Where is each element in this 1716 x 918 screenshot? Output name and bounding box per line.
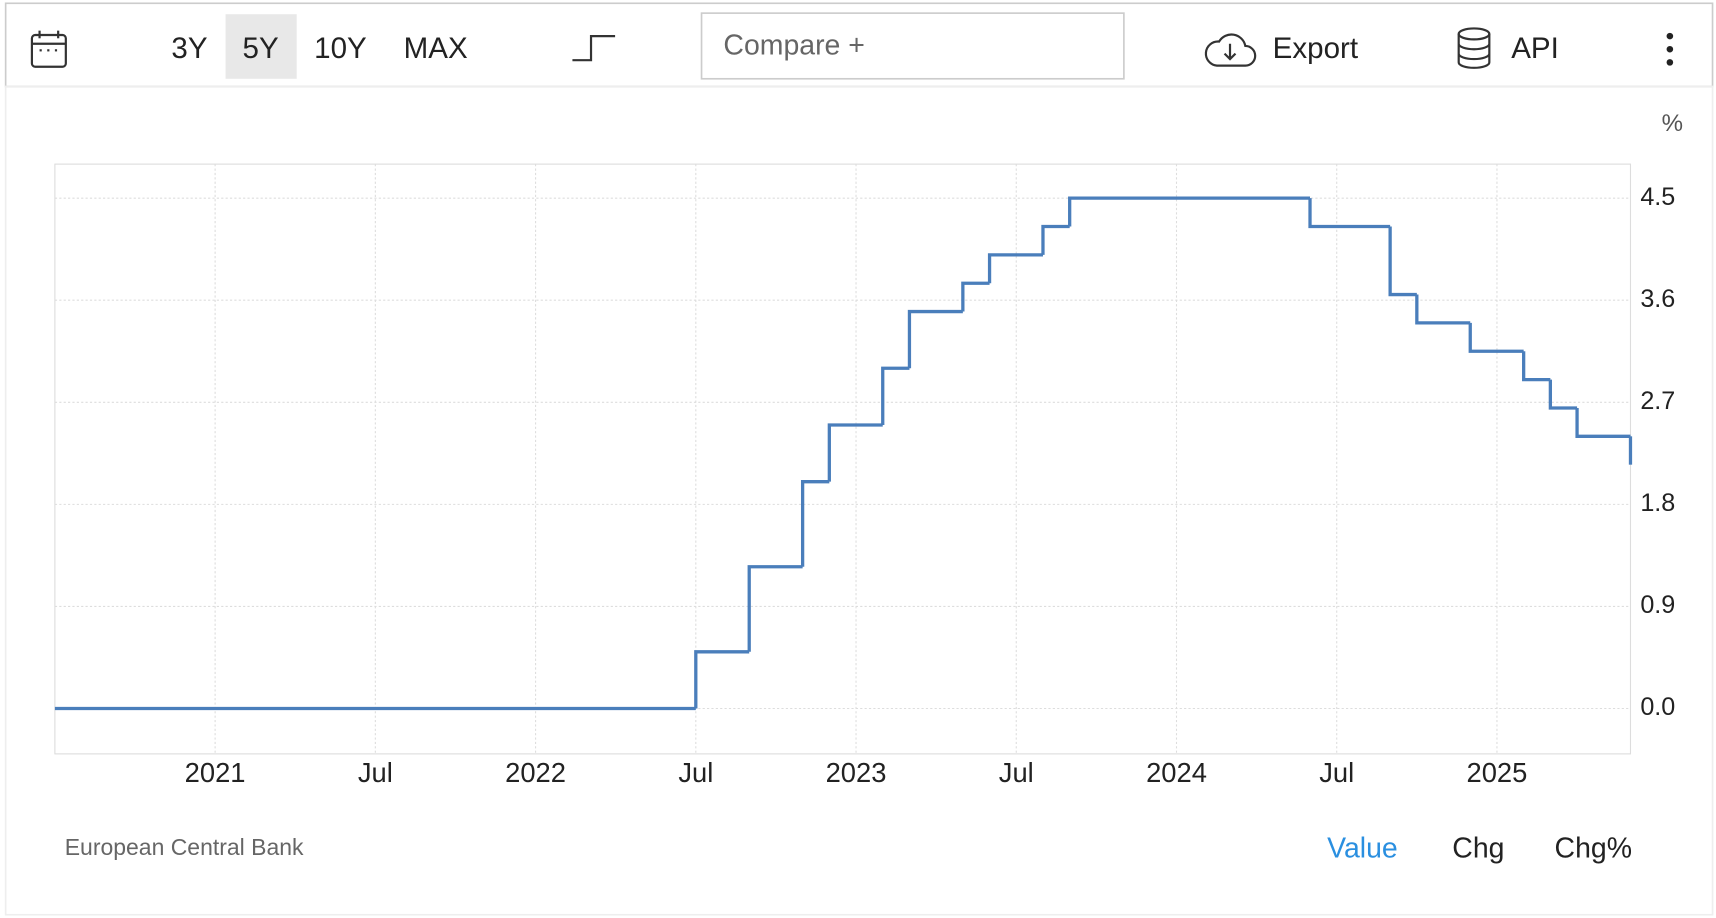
- calendar-icon[interactable]: [30, 30, 67, 68]
- step-segment: [987, 253, 1043, 284]
- step-segment: [747, 565, 803, 652]
- step-segment: [1041, 224, 1070, 255]
- step-segment: [827, 423, 883, 482]
- x-tick-label: Jul: [358, 757, 393, 788]
- y-tick-label: 0.0: [1640, 693, 1675, 721]
- step-segment: [1388, 226, 1417, 297]
- y-tick-label: 4.5: [1640, 183, 1675, 211]
- step-segment: [800, 480, 830, 567]
- step-segment: [1575, 407, 1631, 438]
- step-segment: [1522, 351, 1551, 382]
- range-button[interactable]: 10Y: [314, 32, 367, 65]
- plot-area: [54, 163, 1632, 755]
- y-tick-label: 0.9: [1640, 591, 1675, 619]
- view-button[interactable]: Chg%: [1555, 833, 1632, 865]
- step-icon[interactable]: [572, 35, 616, 62]
- y-tick-label: 3.6: [1640, 285, 1675, 313]
- range-button[interactable]: 3Y: [171, 32, 207, 65]
- database-icon[interactable]: [1457, 27, 1491, 69]
- step-segment: [881, 366, 910, 425]
- step-segment: [961, 281, 990, 312]
- more-menu[interactable]: [1666, 32, 1674, 66]
- x-tick-label: 2023: [826, 757, 887, 788]
- step-segment: [1308, 198, 1391, 229]
- step-segment: [1548, 379, 1578, 410]
- source: European Central Bank: [65, 834, 304, 860]
- step-segment: [1068, 196, 1311, 227]
- export-button[interactable]: Export: [1273, 32, 1358, 65]
- x-tick-label: 2024: [1146, 757, 1207, 788]
- y-tick-label: 2.7: [1640, 387, 1675, 415]
- step-segment: [1468, 322, 1524, 353]
- api-button[interactable]: API: [1511, 32, 1559, 65]
- step-segment: [694, 650, 750, 709]
- step-segment: [907, 309, 963, 369]
- active-range-bg: [225, 14, 297, 79]
- y-unit: %: [1662, 110, 1683, 137]
- range-button[interactable]: 5Y: [243, 32, 279, 65]
- x-tick-label: Jul: [1319, 757, 1354, 788]
- compare-placeholder[interactable]: Compare +: [723, 30, 864, 62]
- x-tick-label: 2025: [1467, 757, 1528, 788]
- compare-input[interactable]: [700, 12, 1125, 80]
- x-tick-label: Jul: [999, 757, 1034, 788]
- view-button[interactable]: Chg: [1452, 833, 1504, 865]
- range-button[interactable]: MAX: [404, 32, 468, 65]
- cloud-icon[interactable]: [1204, 33, 1257, 67]
- view-button[interactable]: Value: [1327, 833, 1398, 865]
- x-tick-label: 2021: [185, 757, 246, 788]
- y-tick-label: 1.8: [1640, 489, 1675, 517]
- chart-frame: [4, 85, 1714, 916]
- step-segment: [1415, 294, 1471, 325]
- x-tick-label: Jul: [678, 757, 713, 788]
- x-tick-label: 2022: [505, 757, 566, 788]
